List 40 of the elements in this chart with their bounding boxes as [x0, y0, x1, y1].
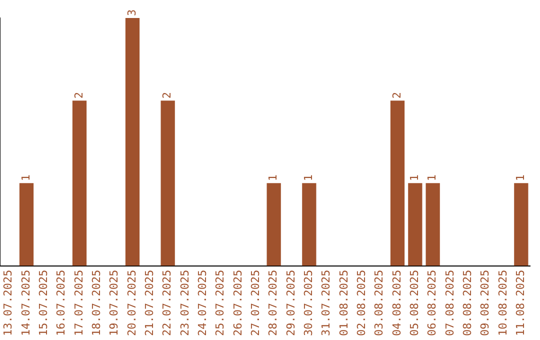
x-tick-label: 15.07.2025: [37, 270, 50, 336]
x-tick-label: 14.07.2025: [19, 270, 32, 336]
x-tick-label: 25.07.2025: [214, 270, 227, 336]
x-tick-label: 17.07.2025: [72, 270, 86, 336]
x-tick-label: 29.07.2025: [284, 270, 298, 336]
x-tick-label: 31.07.2025: [320, 270, 333, 336]
x-tick-label: 01.08.2025: [337, 270, 350, 336]
data-label: 1: [19, 174, 32, 182]
x-tick-label: 27.07.2025: [249, 270, 262, 336]
x-tick-label: 04.08.2025: [390, 270, 404, 336]
x-tick-label: 09.08.2025: [478, 270, 492, 336]
x-tick-label: 10.08.2025: [496, 270, 510, 336]
data-label: 2: [160, 92, 174, 99]
x-tick-label: 22.07.2025: [160, 270, 174, 336]
x-tick-label: 20.07.2025: [125, 270, 138, 336]
x-tick-label: 02.08.2025: [355, 270, 368, 336]
data-label: 1: [302, 174, 316, 182]
x-tick-label: 30.07.2025: [302, 270, 316, 336]
data-label: 1: [426, 174, 439, 182]
x-tick-label: 19.07.2025: [108, 270, 121, 336]
x-tick-label: 21.07.2025: [143, 270, 156, 336]
x-tick-label: 11.08.2025: [514, 270, 528, 336]
data-label: 2: [72, 92, 86, 99]
data-label: 1: [266, 174, 280, 182]
data-label: 1: [514, 174, 528, 182]
data-label: 2: [390, 92, 404, 99]
x-tick-label: 07.08.2025: [443, 270, 456, 336]
x-tick-label: 08.08.2025: [461, 270, 474, 336]
x-tick-label: 03.08.2025: [372, 270, 386, 336]
x-tick-label: 24.07.2025: [196, 270, 210, 336]
x-tick-label: 23.07.2025: [178, 270, 192, 336]
data-label: 3: [125, 9, 138, 16]
data-label: 1: [408, 174, 422, 182]
x-tick-label: 06.08.2025: [426, 270, 439, 336]
x-tick-label: 05.08.2025: [408, 270, 422, 336]
x-tick-label: 26.07.2025: [231, 270, 244, 336]
x-tick-label: 13.07.2025: [2, 270, 15, 336]
x-tick-label: 16.07.2025: [54, 270, 68, 336]
x-tick-label: 28.07.2025: [266, 270, 280, 336]
x-tick-label: 18.07.2025: [90, 270, 104, 336]
